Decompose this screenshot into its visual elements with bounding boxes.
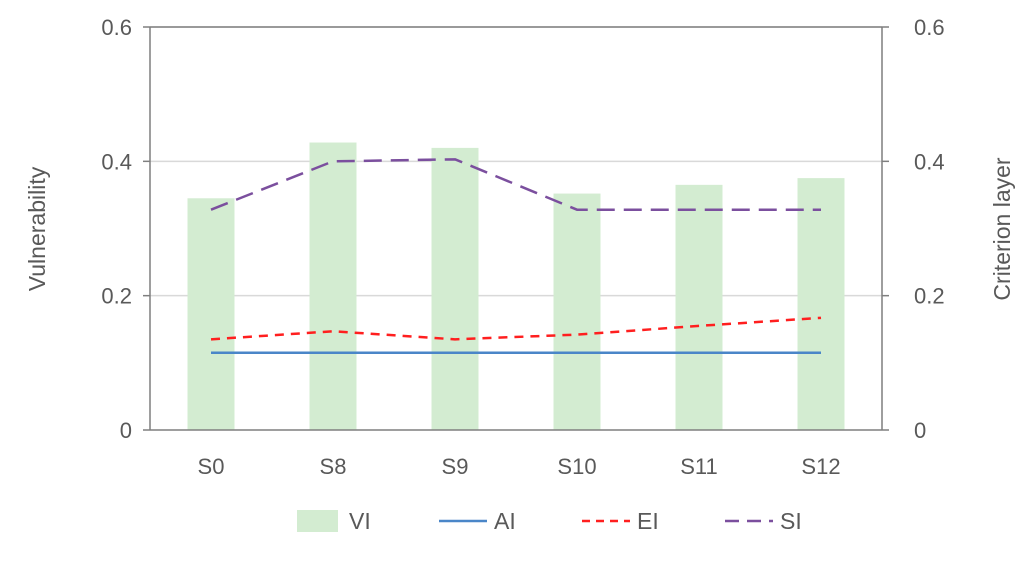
legend-label: AI bbox=[494, 508, 516, 534]
x-tick-label: S12 bbox=[801, 454, 840, 479]
bar-vi bbox=[797, 178, 845, 430]
x-tick-label: S0 bbox=[198, 454, 225, 479]
legend-item-si: SI bbox=[725, 508, 802, 534]
axes bbox=[143, 26, 889, 431]
line-ei bbox=[210, 316, 822, 341]
y-tick-label: 0.4 bbox=[101, 149, 132, 174]
tick-labels: 0 0.2 0.4 0.6 0 0.2 0.4 0.6 S0 S8 S9 S10 S11 S12 bbox=[101, 15, 944, 479]
bar-vi bbox=[187, 198, 235, 430]
legend-swatch bbox=[297, 510, 338, 532]
legend-item-ei: EI bbox=[582, 508, 659, 534]
bar-vi bbox=[309, 142, 357, 430]
bar-vi bbox=[431, 147, 479, 430]
y-axis-title: Vulnerability bbox=[24, 166, 50, 291]
legend-label: SI bbox=[780, 508, 802, 534]
bar-vi bbox=[553, 193, 601, 430]
y-tick-label: 0.2 bbox=[101, 284, 132, 309]
x-tick-label: S9 bbox=[442, 454, 469, 479]
x-tick-label: S8 bbox=[320, 454, 347, 479]
line-series bbox=[210, 158, 822, 355]
bar-series-vi bbox=[187, 142, 845, 430]
line-si bbox=[210, 158, 821, 211]
y-tick-label: 0.6 bbox=[101, 15, 132, 40]
x-tick-label: S10 bbox=[557, 454, 596, 479]
legend: VI AI EI SI bbox=[297, 508, 802, 534]
y-tick-label: 0 bbox=[120, 418, 132, 443]
legend-label: EI bbox=[637, 508, 659, 534]
legend-item-vi: VI bbox=[297, 508, 371, 534]
y2-tick-label: 0.6 bbox=[914, 15, 945, 40]
gridlines bbox=[150, 26, 882, 297]
y2-tick-label: 0 bbox=[914, 418, 926, 443]
y2-tick-label: 0.2 bbox=[914, 284, 945, 309]
legend-item-ai: AI bbox=[439, 508, 516, 534]
legend-label: VI bbox=[349, 508, 371, 534]
y2-tick-label: 0.4 bbox=[914, 149, 945, 174]
bar-vi bbox=[675, 184, 723, 430]
x-tick-label: S11 bbox=[680, 454, 718, 479]
y2-axis-title: Criterion layer bbox=[989, 157, 1015, 300]
